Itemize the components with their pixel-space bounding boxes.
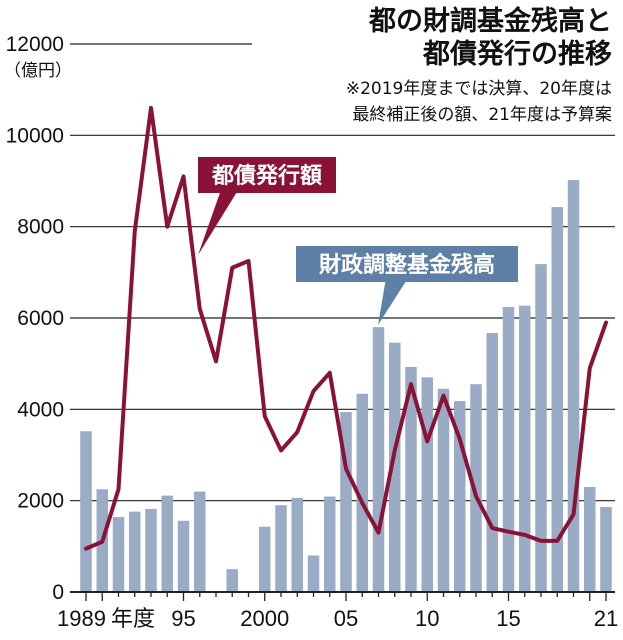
- y-tick-label-8000: 8000: [17, 216, 64, 239]
- callout-fund-box: [296, 246, 518, 282]
- x-tick-label-21: 21: [594, 606, 618, 631]
- bar-2014: [486, 333, 498, 592]
- bar-2001: [275, 505, 287, 592]
- chart-title-line1: 都の財調基金残高と: [368, 5, 612, 37]
- callout-fund-label: 財政調整基金残高: [319, 252, 495, 278]
- bar-2002: [291, 497, 303, 592]
- bar-1995: [177, 520, 190, 592]
- callout-bonds-pointer: [198, 187, 240, 255]
- y-tick-label-4000: 4000: [17, 398, 64, 421]
- x-tick-label-10: 10: [415, 606, 439, 631]
- y-tick-label-12000: 12000: [6, 33, 64, 56]
- x-tick-label-15: 15: [496, 606, 520, 631]
- x-tick-label-05: 05: [334, 606, 358, 631]
- chart-title-line2: 都債発行の推移: [422, 38, 612, 70]
- callout-bonds-box: [198, 157, 336, 193]
- bar-2018: [551, 207, 563, 592]
- bar-2020: [584, 486, 596, 592]
- x-tick-marks: [85, 592, 607, 601]
- bar-2012: [454, 401, 466, 592]
- y-tick-label-6000: 6000: [17, 307, 64, 330]
- bar-1996: [194, 491, 206, 592]
- bar-2000: [259, 526, 271, 592]
- bar-2006: [356, 393, 368, 592]
- bar-1989: [80, 431, 92, 592]
- chart-note-line2: 最終補正後の額、21年度は予算案: [352, 105, 612, 125]
- bar-2008: [389, 342, 401, 592]
- bar-1993: [145, 508, 157, 592]
- bar-2013: [470, 384, 482, 592]
- bar-2007: [372, 327, 385, 592]
- bar-2003: [307, 555, 320, 592]
- bar-1994: [161, 495, 173, 592]
- bar-series: [80, 180, 612, 592]
- x-tick-label-1989: 1989: [57, 606, 106, 631]
- bar-2017: [535, 264, 547, 592]
- y-tick-label-0: 0: [52, 581, 64, 604]
- x-tick-label-95: 95: [171, 606, 195, 631]
- y-tick-labels: 0 2000 4000 6000 8000 10000 12000: [6, 33, 64, 604]
- y-tick-label-10000: 10000: [6, 124, 64, 147]
- bar-2015: [502, 307, 515, 592]
- y-unit-label: （億円）: [4, 61, 72, 81]
- bar-1992: [129, 511, 141, 592]
- bar-2016: [519, 305, 531, 592]
- x-tick-label-2000: 2000: [240, 606, 289, 631]
- bar-2019: [567, 180, 580, 592]
- x-tick-label-年度: 年度: [111, 606, 155, 631]
- callout-fund: 財政調整基金残高: [296, 246, 518, 325]
- bar-1998: [226, 569, 238, 592]
- x-tick-labels: 1989 年度 95 2000 05 10 15 21: [57, 606, 618, 631]
- callout-bonds: 都債発行額: [198, 157, 336, 255]
- callout-bonds-label: 都債発行額: [211, 163, 322, 189]
- bar-2011: [437, 388, 450, 592]
- bar-2004: [324, 496, 336, 592]
- bar-1991: [112, 517, 125, 592]
- line-series-bonds: [84, 105, 608, 551]
- bar-2005: [340, 412, 352, 592]
- y-tick-label-2000: 2000: [17, 490, 64, 513]
- bar-2010: [421, 377, 433, 592]
- callout-fund-pointer: [378, 278, 408, 325]
- bar-2009: [405, 366, 417, 592]
- chart-note-line1: ※2019年度までは決算、20年度は: [346, 79, 612, 99]
- bar-2021: [600, 507, 612, 592]
